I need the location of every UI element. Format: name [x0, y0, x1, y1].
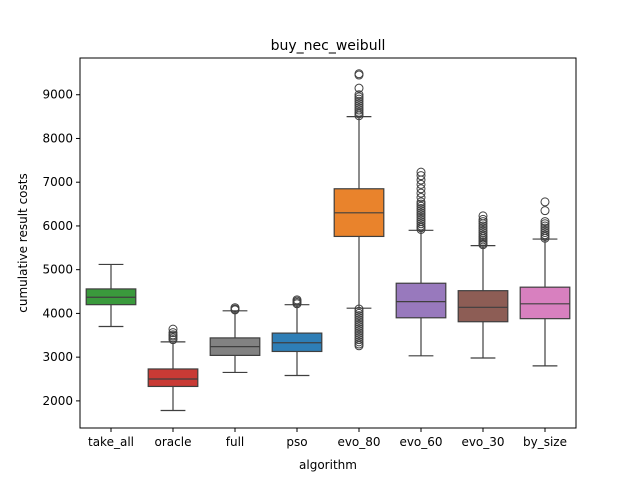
outlier-evo_30 [478, 230, 488, 240]
outlier-evo_60 [416, 197, 426, 207]
outlier-evo_60 [416, 212, 426, 222]
outlier-evo_80 [354, 335, 364, 345]
outlier-evo_60 [416, 219, 426, 229]
outlier-evo_80 [354, 315, 364, 325]
x-tick-label: evo_30 [461, 435, 504, 449]
outlier-evo_80 [354, 330, 364, 340]
outlier-evo_60 [416, 184, 426, 194]
y-tick-label: 7000 [42, 175, 73, 189]
x-tick-label: evo_80 [337, 435, 380, 449]
y-tick-label: 2000 [42, 394, 73, 408]
box-evo_30 [457, 290, 509, 323]
outlier-evo_60 [416, 179, 426, 189]
outlier-evo_80 [354, 83, 364, 93]
x-tick-label: by_size [523, 435, 567, 449]
outlier-evo_60 [416, 171, 426, 181]
outlier-evo_30 [478, 228, 488, 238]
outlier-evo_80 [354, 105, 364, 115]
y-tick-label: 9000 [42, 88, 73, 102]
x-tick-label: take_all [88, 435, 134, 449]
box-by_size [519, 286, 571, 320]
outlier-evo_60 [416, 193, 426, 203]
outlier-by_size [540, 230, 550, 240]
outlier-evo_60 [416, 201, 426, 211]
y-tick-label: 4000 [42, 306, 73, 320]
x-tick-label: pso [286, 435, 307, 449]
x-tick-label: evo_60 [399, 435, 442, 449]
outlier-evo_60 [416, 214, 426, 224]
y-tick-label: 5000 [42, 263, 73, 277]
outlier-evo_80 [354, 101, 364, 111]
y-tick-label: 6000 [42, 219, 73, 233]
outlier-evo_60 [416, 208, 426, 218]
outlier-by_size [540, 221, 550, 231]
plot-area: take_all oracle full pso evo_80 evo_60 evo_30 b… [42, 57, 577, 449]
x-axis-label: algorithm [299, 458, 357, 472]
chart-title: buy_nec_weibull [271, 38, 386, 54]
outlier-evo_80 [354, 308, 364, 318]
outlier-evo_60 [416, 206, 426, 216]
outlier-evo_80 [354, 306, 364, 316]
outlier-evo_80 [354, 337, 364, 347]
outlier-by_size [540, 228, 550, 238]
outlier-evo_30 [478, 221, 488, 231]
outlier-evo_60 [416, 199, 426, 209]
outlier-evo_30 [478, 211, 488, 221]
outlier-evo_80 [354, 317, 364, 327]
outlier-evo_60 [416, 217, 426, 227]
outlier-evo_60 [416, 188, 426, 198]
outlier-evo_80 [354, 328, 364, 338]
outlier-evo_30 [478, 217, 488, 227]
x-tick-label: oracle [155, 435, 192, 449]
box-oracle [147, 368, 199, 388]
outlier-evo_80 [354, 92, 364, 102]
outlier-by_size [540, 219, 550, 229]
outlier-evo_30 [478, 223, 488, 233]
outlier-evo_80 [354, 69, 364, 79]
y-tick-label: 3000 [42, 350, 73, 364]
outlier-evo_80 [354, 332, 364, 342]
outlier-evo_60 [416, 203, 426, 213]
outlier-evo_30 [478, 214, 488, 224]
outlier-evo_80 [354, 94, 364, 104]
outlier-evo_80 [354, 326, 364, 336]
outlier-evo_80 [354, 304, 364, 314]
outlier-evo_80 [354, 311, 364, 321]
outlier-pso [292, 295, 302, 305]
outlier-evo_80 [354, 90, 364, 100]
box-evo_60 [395, 282, 447, 319]
outlier-evo_60 [416, 221, 426, 231]
outlier-evo_80 [354, 319, 364, 329]
outlier-evo_60 [416, 167, 426, 177]
outlier-evo_80 [354, 103, 364, 113]
outlier-evo_80 [354, 322, 364, 332]
outlier-evo_30 [478, 225, 488, 235]
outlier-oracle [168, 324, 178, 334]
axes-frame [79, 57, 577, 429]
outlier-evo_80 [354, 339, 364, 349]
y-axis-label: cumulative result costs [16, 173, 30, 312]
outlier-by_size [540, 225, 550, 235]
outlier-full [230, 303, 240, 313]
outlier-evo_80 [354, 98, 364, 108]
outlier-evo_80 [354, 96, 364, 106]
outlier-by_size [540, 206, 550, 216]
outlier-evo_80 [354, 324, 364, 334]
outlier-oracle [168, 328, 178, 338]
outlier-by_size [540, 197, 550, 207]
outlier-evo_80 [354, 107, 364, 117]
y-tick-label: 8000 [42, 131, 73, 145]
outlier-oracle [168, 330, 178, 340]
outlier-by_size [540, 217, 550, 227]
x-tick-label: full [226, 435, 245, 449]
outlier-by_size [540, 223, 550, 233]
outlier-evo_60 [416, 210, 426, 220]
outlier-evo_80 [354, 313, 364, 323]
